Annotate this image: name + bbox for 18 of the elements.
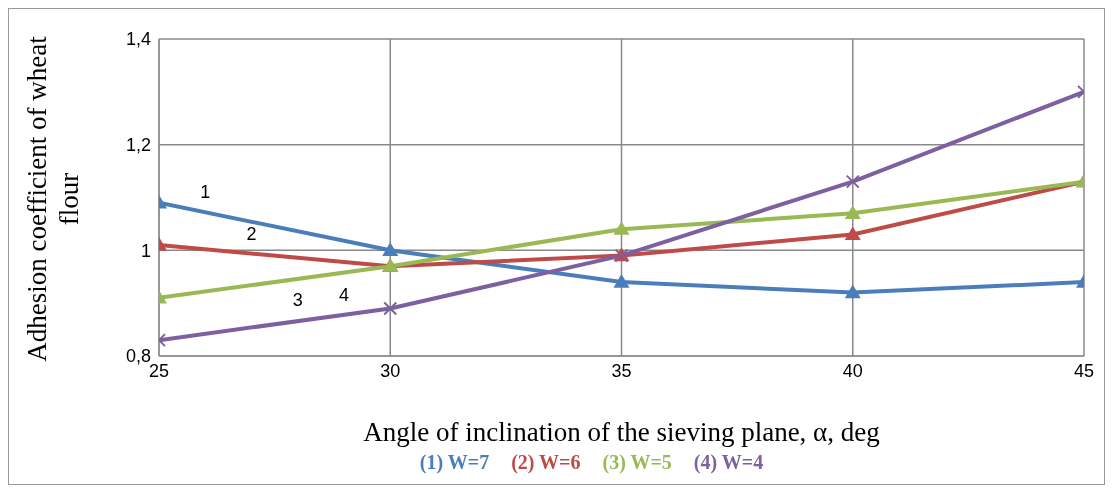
y-tick-label: 0,8 xyxy=(125,346,151,367)
x-tick-label: 35 xyxy=(611,360,632,381)
x-tick-label: 40 xyxy=(842,360,863,381)
text: (4) W=4 xyxy=(693,451,764,474)
y-tick-label: 1,4 xyxy=(125,29,151,50)
y-tick-label: 1,2 xyxy=(125,135,151,156)
x-tick-label: 30 xyxy=(380,360,401,381)
annotation: 4 xyxy=(338,284,350,305)
text: (1) W=7 xyxy=(419,451,490,474)
x-axis-title: Angle of inclination of the sieving plane, α, deg xyxy=(363,417,880,447)
x-tick-label: 45 xyxy=(1073,360,1095,381)
y-axis-title: Adhesion coefficient of wheat flour xyxy=(21,35,85,364)
text: (3) W=5 xyxy=(602,451,672,474)
annotation: 2 xyxy=(246,223,257,244)
annotation: 3 xyxy=(292,289,303,310)
y-tick-label: 1 xyxy=(140,240,151,261)
text: (2) W=6 xyxy=(511,451,581,474)
annotation: 1 xyxy=(200,182,211,203)
